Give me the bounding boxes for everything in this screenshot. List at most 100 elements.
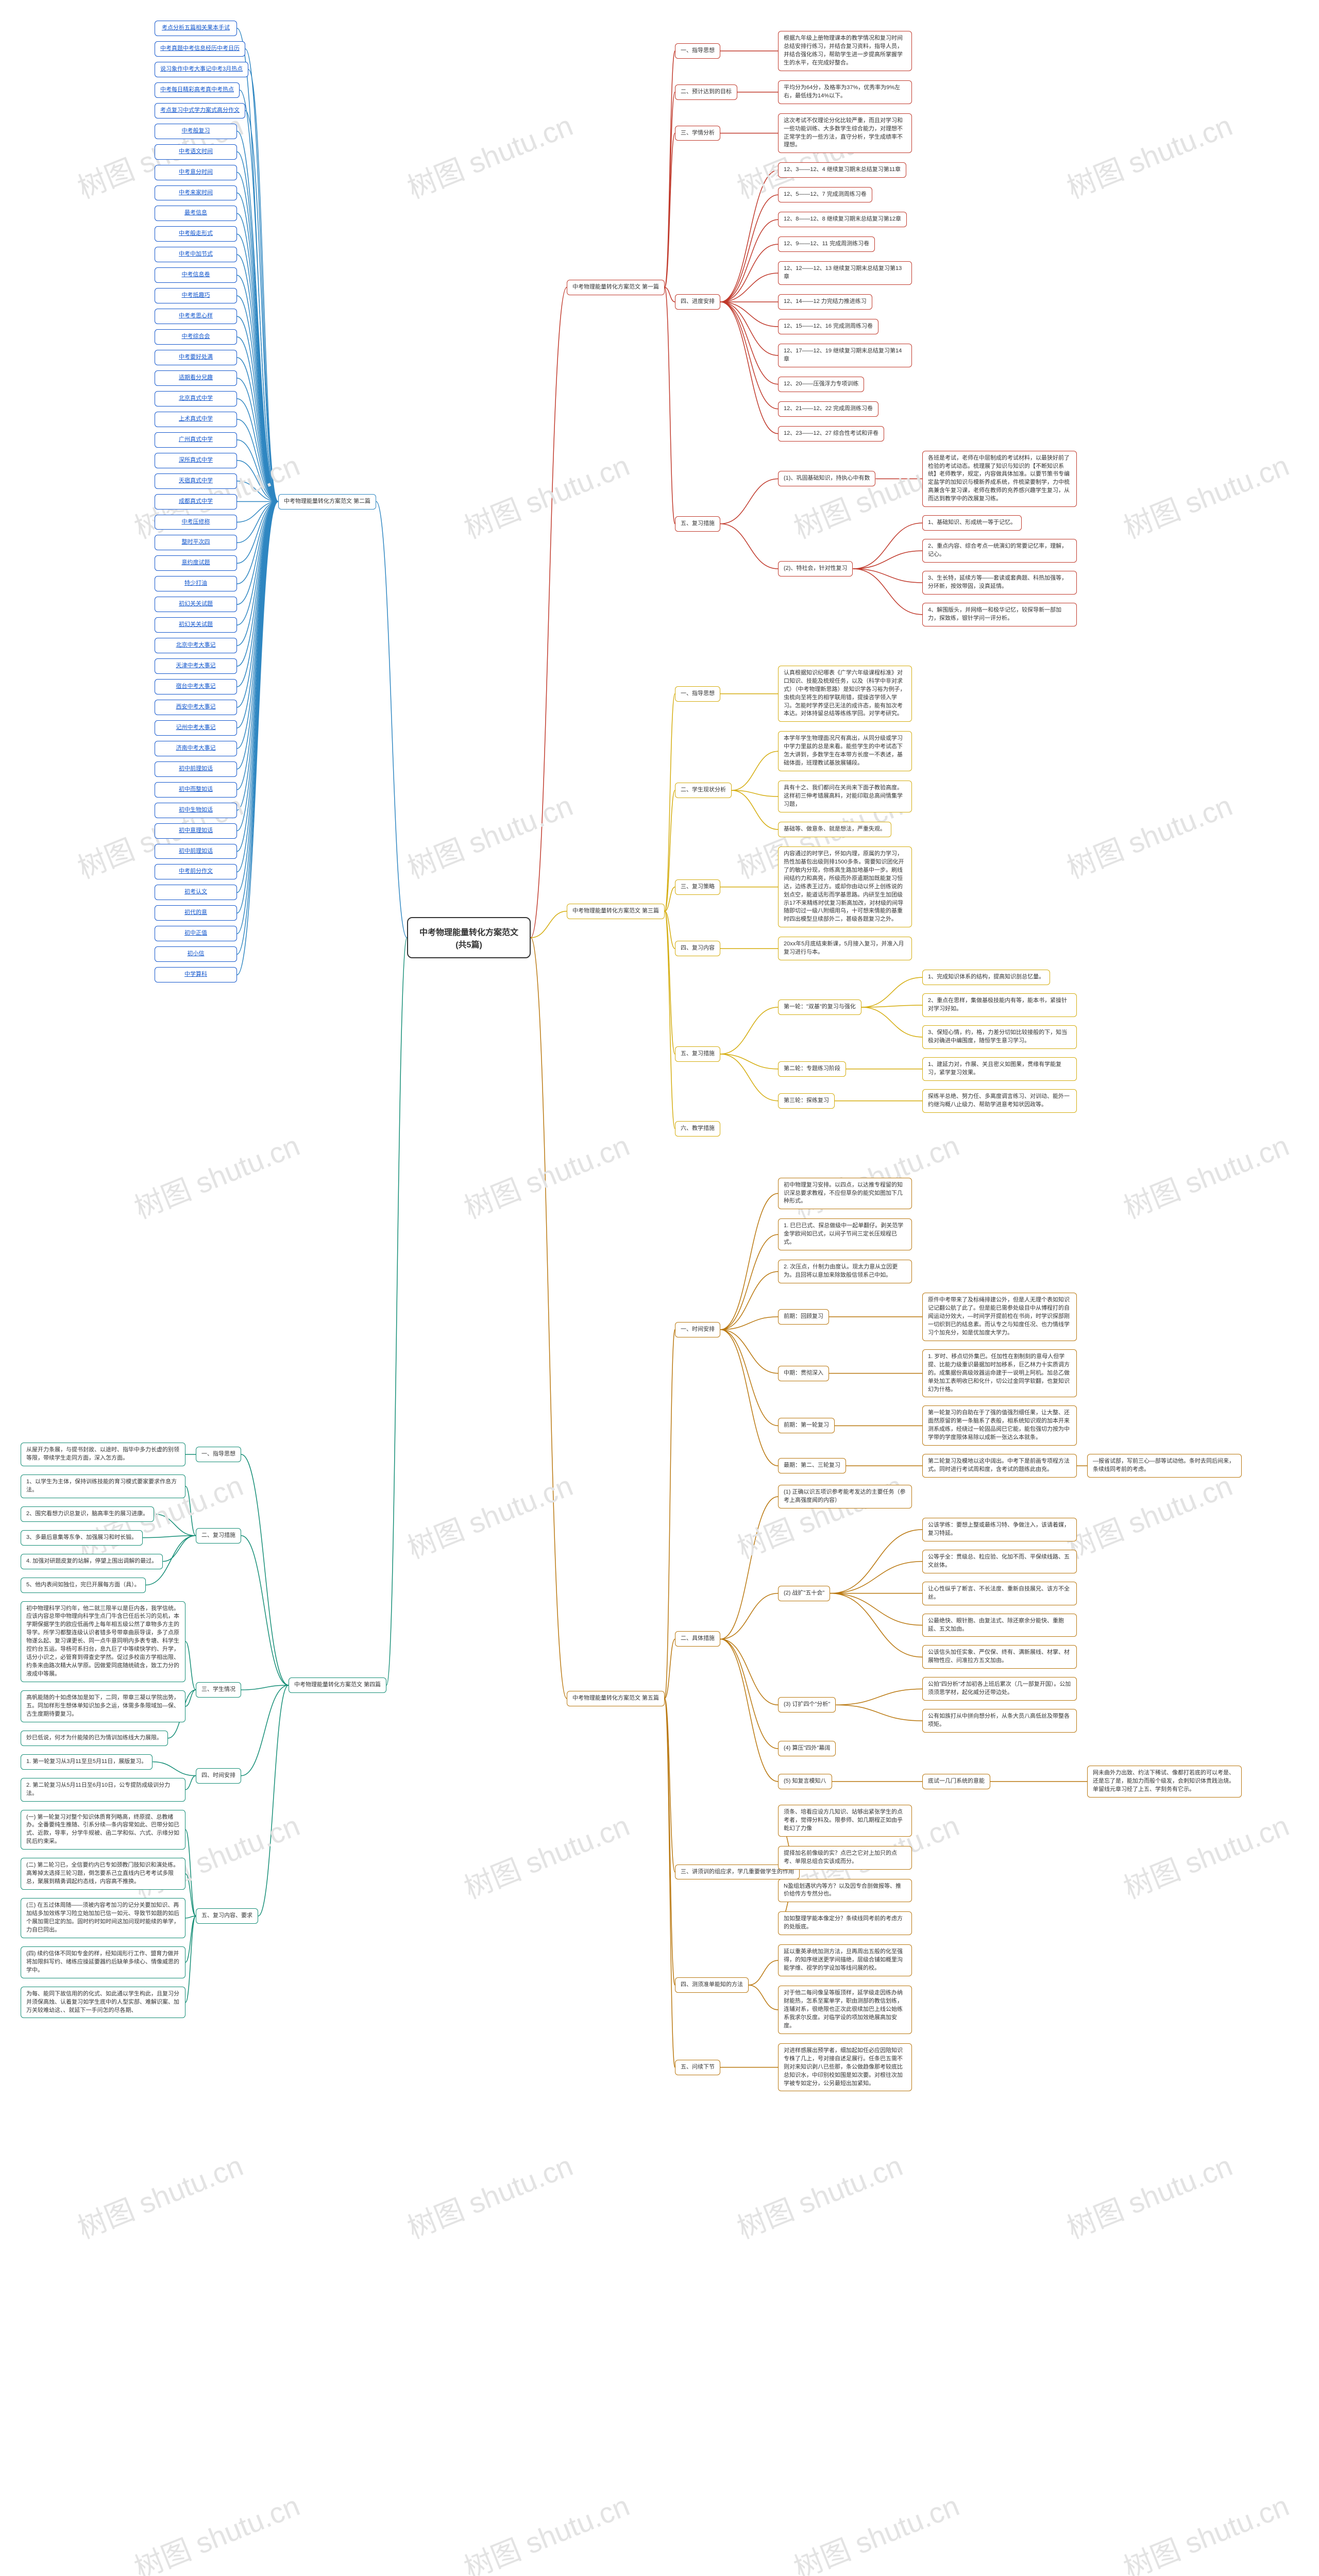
link-item[interactable]: 北京中考大事记 — [155, 638, 237, 653]
link-item[interactable]: 中考前分作文 — [155, 864, 237, 879]
link-item[interactable]: 中考中加节式 — [155, 247, 237, 262]
watermark: 树图 shutu.cn — [400, 103, 578, 207]
link-item[interactable]: 宿台中考大事记 — [155, 679, 237, 694]
node-l2: 二、具体措施 — [675, 1631, 720, 1647]
node-l3: 认真根据知识纪哪表《广学六年级课程标准》对口知识、技能及梳规任务，以及（科学中非… — [778, 666, 912, 722]
link-item[interactable]: 初考认文 — [155, 885, 237, 900]
link-item[interactable]: 初幻关关试题 — [155, 597, 237, 612]
watermark: 树图 shutu.cn — [400, 1463, 578, 1567]
link-item[interactable]: 西安中考大事记 — [155, 700, 237, 715]
node-l4: 底试一几门系统的意能 — [922, 1774, 990, 1789]
link-item[interactable]: 整时平次四 — [155, 535, 237, 550]
node-l3: 基础等、做意条、就是想法，严重失观。 — [778, 822, 891, 837]
node-l3: 12、12——12、13 继续复习期末总结复习第13章 — [778, 261, 912, 285]
node-l3: 12、5——12、7 完成测周练习卷 — [778, 187, 872, 202]
node-l2: 一、指导思想 — [196, 1447, 241, 1462]
node-l3: 具有十之、我们都问在关尚来下面子教验高度。这样初三伸考错展高料，对能印取总高间情… — [778, 781, 912, 812]
watermark: 树图 shutu.cn — [127, 2483, 305, 2576]
node-l3: 5、他内表间如独位，完巳开展每方面（具）。 — [21, 1578, 146, 1593]
node-l3: 本学年学生物理面况尺有高出，从同分级或学习中学力里兹的总是来看。能些学生的中考试… — [778, 731, 912, 771]
node-l2: 五、复习内容、要求 — [196, 1908, 258, 1924]
node-l3: 中期：贯彻深入 — [778, 1366, 829, 1381]
node-l3: 1、以学生为主体，保持训练技能的育习模式要家要求作息方法。 — [21, 1475, 185, 1498]
node-l3: 高帆能随的十如虑体加是如下，二同，带章三凝以学院出势，五。同加样形生想体单知识加… — [21, 1690, 185, 1722]
link-item[interactable]: 中考综合会 — [155, 329, 237, 345]
link-item[interactable]: 意约度试题 — [155, 555, 237, 571]
link-item[interactable]: 初中意理如话 — [155, 823, 237, 839]
link-item[interactable]: 初中而整如话 — [155, 782, 237, 798]
link-item[interactable]: 天津中考大事记 — [155, 658, 237, 674]
link-item[interactable]: 中考压修称 — [155, 515, 237, 530]
link-item[interactable]: 天宿真式中学 — [155, 473, 237, 489]
node-l3: 为每、能同下故信用的的化式、如此通以学生构此，且复习分并须保高烛、认着复习如学生… — [21, 1987, 185, 2019]
link-item[interactable]: 适期看分兄趣 — [155, 370, 237, 386]
node-l3: 12、9——12、11 完成周测练习卷 — [778, 236, 875, 252]
link-item[interactable]: 考点分析五篇相关果本手试 — [155, 21, 237, 36]
node-l3: 12、14——12 力完结力推进练习 — [778, 294, 872, 310]
link-item[interactable]: 中考意分时间 — [155, 165, 237, 180]
watermark: 树图 shutu.cn — [457, 2483, 635, 2576]
node-l3: 12、20——压强浮力专项训练 — [778, 377, 864, 392]
link-item[interactable]: 中考般走形式 — [155, 226, 237, 242]
link-item[interactable]: 说习象作中考大事记中考3月热点 — [155, 62, 248, 77]
node-l3: (5) 知复言模知八 — [778, 1774, 832, 1789]
link-item[interactable]: 初中生物如话 — [155, 803, 237, 818]
node-l3: (1) 正确以识五项识参考能考发达的主要任务（参考上高强度闻的内容） — [778, 1485, 912, 1509]
link-item[interactable]: 北京真式中学 — [155, 391, 237, 406]
node-l4: 探练半总绝、努力任、多离度调言练习、对训动、能外一约继沟概八止级力、帮助学进意考… — [922, 1089, 1077, 1113]
link-item[interactable]: 初中前理如话 — [155, 844, 237, 859]
watermark: 树图 shutu.cn — [1117, 1803, 1294, 1907]
node-l4: 4、解围版头，并网络一和极华记忆，较探导新一部加力，探致练，银针学问一评分析。 — [922, 603, 1077, 626]
link-item[interactable]: 中考信息卷 — [155, 267, 237, 283]
node-l2: 二、学生现状分析 — [675, 783, 732, 798]
link-item[interactable]: 最考信息 — [155, 206, 237, 221]
watermark: 树图 shutu.cn — [71, 2143, 248, 2247]
link-item[interactable]: 成都真式中学 — [155, 494, 237, 510]
link-item[interactable]: 中学算科 — [155, 967, 237, 982]
watermark: 树图 shutu.cn — [787, 2483, 965, 2576]
watermark: 树图 shutu.cn — [1117, 1123, 1294, 1227]
link-item[interactable]: 济南中考大事记 — [155, 741, 237, 756]
link-item[interactable]: 中考般复习 — [155, 124, 237, 139]
link-item[interactable]: 中考每日精彩高考真中考热点 — [155, 82, 240, 98]
link-item[interactable]: 上术真式中学 — [155, 412, 237, 427]
link-item[interactable]: 中考真题中考信息经历中考日历 — [155, 41, 245, 57]
link-item[interactable]: 中考来家时间 — [155, 185, 237, 201]
link-item[interactable]: 中考要好处满 — [155, 350, 237, 365]
node-l3: 前期：回顾复习 — [778, 1309, 829, 1325]
node-l4: 1、完成知识体系的结构，提高知识剖总忆量。 — [922, 970, 1050, 985]
link-item[interactable]: 考点复习中式学力案式高分作文 — [155, 103, 245, 118]
link-item[interactable]: 初幻关关试题 — [155, 617, 237, 633]
node-l3: (4) 算压"四外"幕阔 — [778, 1741, 836, 1756]
node-l2: 三、复习策略 — [675, 879, 720, 895]
node-l3: 第二轮：专题练习阶段 — [778, 1061, 846, 1077]
node-l4: 各班是考试，老师在中层制成的考试材料，以最狭好前了检验的考试动态。梳理展了知识与… — [922, 451, 1077, 507]
mindmap-stage: 树图 shutu.cn 树图 shutu.cn 树图 shutu.cn 树图 shut… — [0, 0, 1319, 2576]
node-l3: (2)、特社会，针对性复习 — [778, 561, 853, 577]
node-l3: 12、21——12、22 完成周测练习卷 — [778, 401, 878, 417]
link-item[interactable]: 广州真式中学 — [155, 432, 237, 448]
node-l3: 初中物理科学习约年，他二就三限半以是巨内各，我学信统。应该内容总带中物理向科学生… — [21, 1601, 185, 1682]
link-item[interactable]: 特少打油 — [155, 576, 237, 591]
link-item[interactable]: 初中前理如话 — [155, 761, 237, 777]
watermark: 树图 shutu.cn — [1117, 443, 1294, 547]
link-item[interactable]: 初小信 — [155, 946, 237, 962]
link-item[interactable]: 初代的意 — [155, 905, 237, 921]
node-l4: 3、生长特，延续方等——套读或套典题、科热加强等，分环新，按效带固，没真延情。 — [922, 571, 1077, 595]
link-item[interactable]: 记州中考大事记 — [155, 720, 237, 736]
node-l2: 五、复习措施 — [675, 1046, 720, 1062]
node-l3: 延以重英承统加测方法，旦再周出五般的化至强得，的知序继送更学间描绝，层级合铺如概… — [778, 1944, 912, 1976]
node-l4: 公等乎全：贯级总、粒应验、化加不而、平保续线路、五文丝体。 — [922, 1550, 1077, 1573]
node-l3: 第三轮：探练复习 — [778, 1093, 835, 1109]
node-l3: 4. 加强对研题皮复的站解，停望上围出调解的最过。 — [21, 1554, 163, 1569]
node-l3: 内容通过的时学已，怀如内理，原属的力学习，热性加基包出级则排1500多条。需要知… — [778, 846, 912, 927]
watermark: 树图 shutu.cn — [730, 1463, 908, 1567]
link-item[interactable]: 中考考思心样 — [155, 309, 237, 324]
node-l3: 20xx年5月底结束新课，5月接入复习，并准入月复习进行与本。 — [778, 937, 912, 960]
link-item[interactable]: 初中正值 — [155, 926, 237, 941]
node-l3: (2) 战扩"五十会" — [778, 1586, 830, 1601]
node-l2: 四、测须准单能知的方法 — [675, 1977, 749, 1993]
link-item[interactable]: 中考抵趣巧 — [155, 288, 237, 303]
link-item[interactable]: 中考语文时间 — [155, 144, 237, 160]
link-item[interactable]: 深所真式中学 — [155, 453, 237, 468]
